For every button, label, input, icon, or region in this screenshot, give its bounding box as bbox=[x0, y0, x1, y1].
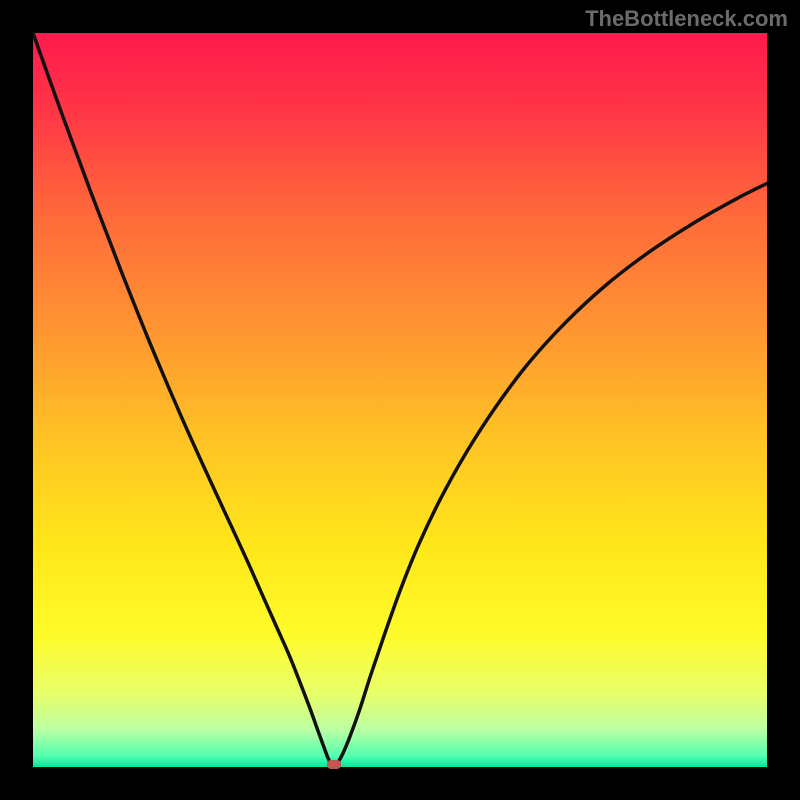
chart-frame: TheBottleneck.com bbox=[0, 0, 800, 800]
curve-layer bbox=[33, 33, 767, 767]
plot-area bbox=[33, 33, 767, 767]
right-branch-curve bbox=[334, 183, 767, 767]
left-branch-curve bbox=[33, 33, 334, 767]
watermark-text: TheBottleneck.com bbox=[585, 6, 788, 32]
bottleneck-marker bbox=[327, 760, 341, 769]
